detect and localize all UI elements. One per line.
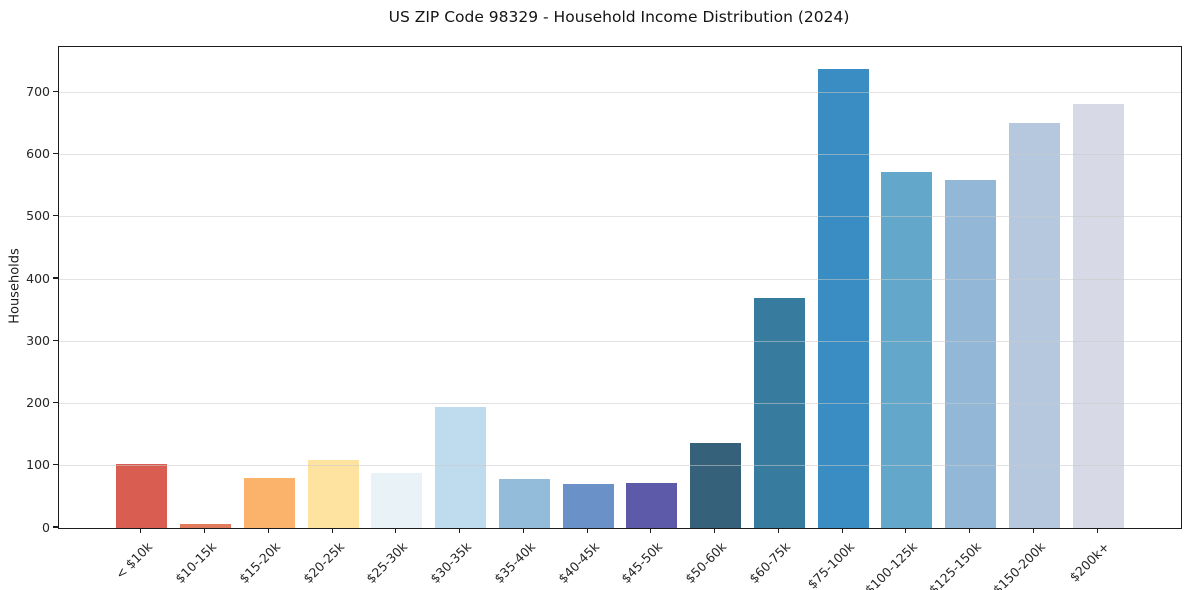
x-tick-mark-$35-40k bbox=[522, 528, 524, 533]
x-tick-label-anchor: $100-125k bbox=[842, 536, 920, 590]
x-tick-label-anchor: $15-20k bbox=[221, 536, 283, 586]
y-tick-mark-100 bbox=[53, 464, 58, 466]
gridline-600 bbox=[59, 154, 1181, 156]
x-tick-mark-$100-125k bbox=[905, 528, 907, 533]
bar-$10-15k bbox=[180, 523, 232, 528]
bar-$100-125k bbox=[881, 172, 933, 528]
bar-$150-200k bbox=[1008, 122, 1060, 528]
x-tick-mark-$10-15k bbox=[204, 528, 206, 533]
y-tick-mark-200 bbox=[53, 401, 58, 404]
bar-$50-60k bbox=[690, 442, 742, 528]
bar-$200k+ bbox=[1072, 103, 1124, 528]
y-tick-label-400: 400 bbox=[26, 270, 50, 286]
x-tick-mark-$50-60k bbox=[714, 528, 716, 533]
x-tick-label-anchor: $25-30k bbox=[348, 536, 410, 586]
plot-area bbox=[58, 46, 1182, 529]
x-tick-mark-$150-200k bbox=[1032, 528, 1034, 533]
x-tick-label-$35-40k: $35-40k bbox=[490, 539, 538, 587]
x-tick-mark-$20-25k bbox=[331, 528, 333, 533]
y-tick-label-0: 0 bbox=[42, 519, 50, 535]
x-tick-mark-$15-20k bbox=[267, 528, 269, 533]
x-tick-label-< $10k: < $10k bbox=[112, 539, 156, 582]
bar-< $10k bbox=[116, 463, 168, 528]
x-tick-label-$200k+: $200k+ bbox=[1066, 539, 1112, 585]
gridline-500 bbox=[59, 216, 1181, 218]
x-tick-label-anchor: $30-35k bbox=[412, 536, 474, 586]
bar-$40-45k bbox=[562, 484, 614, 528]
y-tick-label-300: 300 bbox=[26, 332, 50, 348]
y-tick-label-200: 200 bbox=[26, 395, 50, 411]
x-tick-mark-< $10k bbox=[140, 528, 142, 533]
x-tick-label-$50-60k: $50-60k bbox=[682, 539, 730, 587]
x-tick-label-$15-20k: $15-20k bbox=[235, 539, 283, 587]
y-tick-label-500: 500 bbox=[26, 208, 50, 224]
x-tick-label-anchor: $35-40k bbox=[476, 536, 538, 586]
gridline-400 bbox=[59, 278, 1181, 280]
y-tick-mark-300 bbox=[53, 339, 58, 341]
x-tick-label-$40-45k: $40-45k bbox=[554, 539, 602, 587]
gridline-300 bbox=[59, 340, 1181, 342]
bar-$30-35k bbox=[435, 406, 487, 528]
x-tick-mark-$45-50k bbox=[650, 528, 652, 533]
bar-$75-100k bbox=[817, 68, 869, 528]
x-tick-label-$10-15k: $10-15k bbox=[172, 539, 220, 587]
x-tick-mark-$200k+ bbox=[1096, 528, 1098, 533]
bar-$125-150k bbox=[945, 179, 997, 528]
x-tick-label-$150-200k: $150-200k bbox=[989, 539, 1048, 590]
x-tick-label-$25-30k: $25-30k bbox=[363, 539, 411, 587]
x-tick-label-anchor: $60-75k bbox=[731, 536, 793, 586]
y-tick-mark-400 bbox=[53, 277, 58, 279]
y-tick-mark-600 bbox=[53, 153, 58, 155]
x-tick-label-anchor: $125-150k bbox=[906, 536, 984, 590]
x-tick-label-anchor: $45-50k bbox=[603, 536, 665, 586]
chart-title: US ZIP Code 98329 - Household Income Dis… bbox=[388, 8, 850, 26]
y-tick-label-600: 600 bbox=[26, 146, 50, 162]
y-axis-label: Households bbox=[7, 248, 23, 324]
bar-$35-40k bbox=[498, 478, 550, 528]
x-tick-label-anchor: $75-100k bbox=[787, 536, 857, 590]
y-tick-label-100: 100 bbox=[26, 457, 50, 473]
x-tick-mark-$40-45k bbox=[586, 528, 588, 533]
x-tick-mark-$75-100k bbox=[841, 528, 843, 533]
x-tick-label-anchor: < $10k bbox=[99, 536, 156, 582]
x-tick-label-$20-25k: $20-25k bbox=[299, 539, 347, 587]
x-tick-mark-$30-35k bbox=[459, 528, 461, 533]
gridline-200 bbox=[59, 403, 1181, 405]
x-tick-mark-$60-75k bbox=[777, 528, 779, 533]
bar-$25-30k bbox=[371, 472, 423, 528]
x-tick-label-anchor: $200k+ bbox=[1052, 536, 1112, 585]
x-tick-label-anchor: $10-15k bbox=[157, 536, 219, 586]
y-tick-label-700: 700 bbox=[26, 83, 50, 99]
y-tick-mark-0 bbox=[53, 526, 58, 528]
y-tick-mark-700 bbox=[53, 90, 58, 92]
bar-$60-75k bbox=[753, 297, 805, 528]
x-tick-label-anchor: $20-25k bbox=[285, 536, 347, 586]
x-tick-label-anchor: $50-60k bbox=[667, 536, 729, 586]
x-tick-label-$30-35k: $30-35k bbox=[427, 539, 475, 587]
x-tick-label-anchor: $150-200k bbox=[970, 536, 1048, 590]
bar-$45-50k bbox=[626, 483, 678, 528]
x-tick-mark-$125-150k bbox=[969, 528, 971, 533]
x-tick-label-anchor: $40-45k bbox=[540, 536, 602, 586]
bar-$15-20k bbox=[243, 478, 295, 528]
bar-$20-25k bbox=[307, 459, 359, 528]
y-tick-mark-500 bbox=[53, 215, 58, 217]
gridline-700 bbox=[59, 91, 1181, 93]
x-tick-label-$45-50k: $45-50k bbox=[618, 539, 666, 587]
x-tick-mark-$25-30k bbox=[395, 528, 397, 533]
gridline-100 bbox=[59, 465, 1181, 467]
